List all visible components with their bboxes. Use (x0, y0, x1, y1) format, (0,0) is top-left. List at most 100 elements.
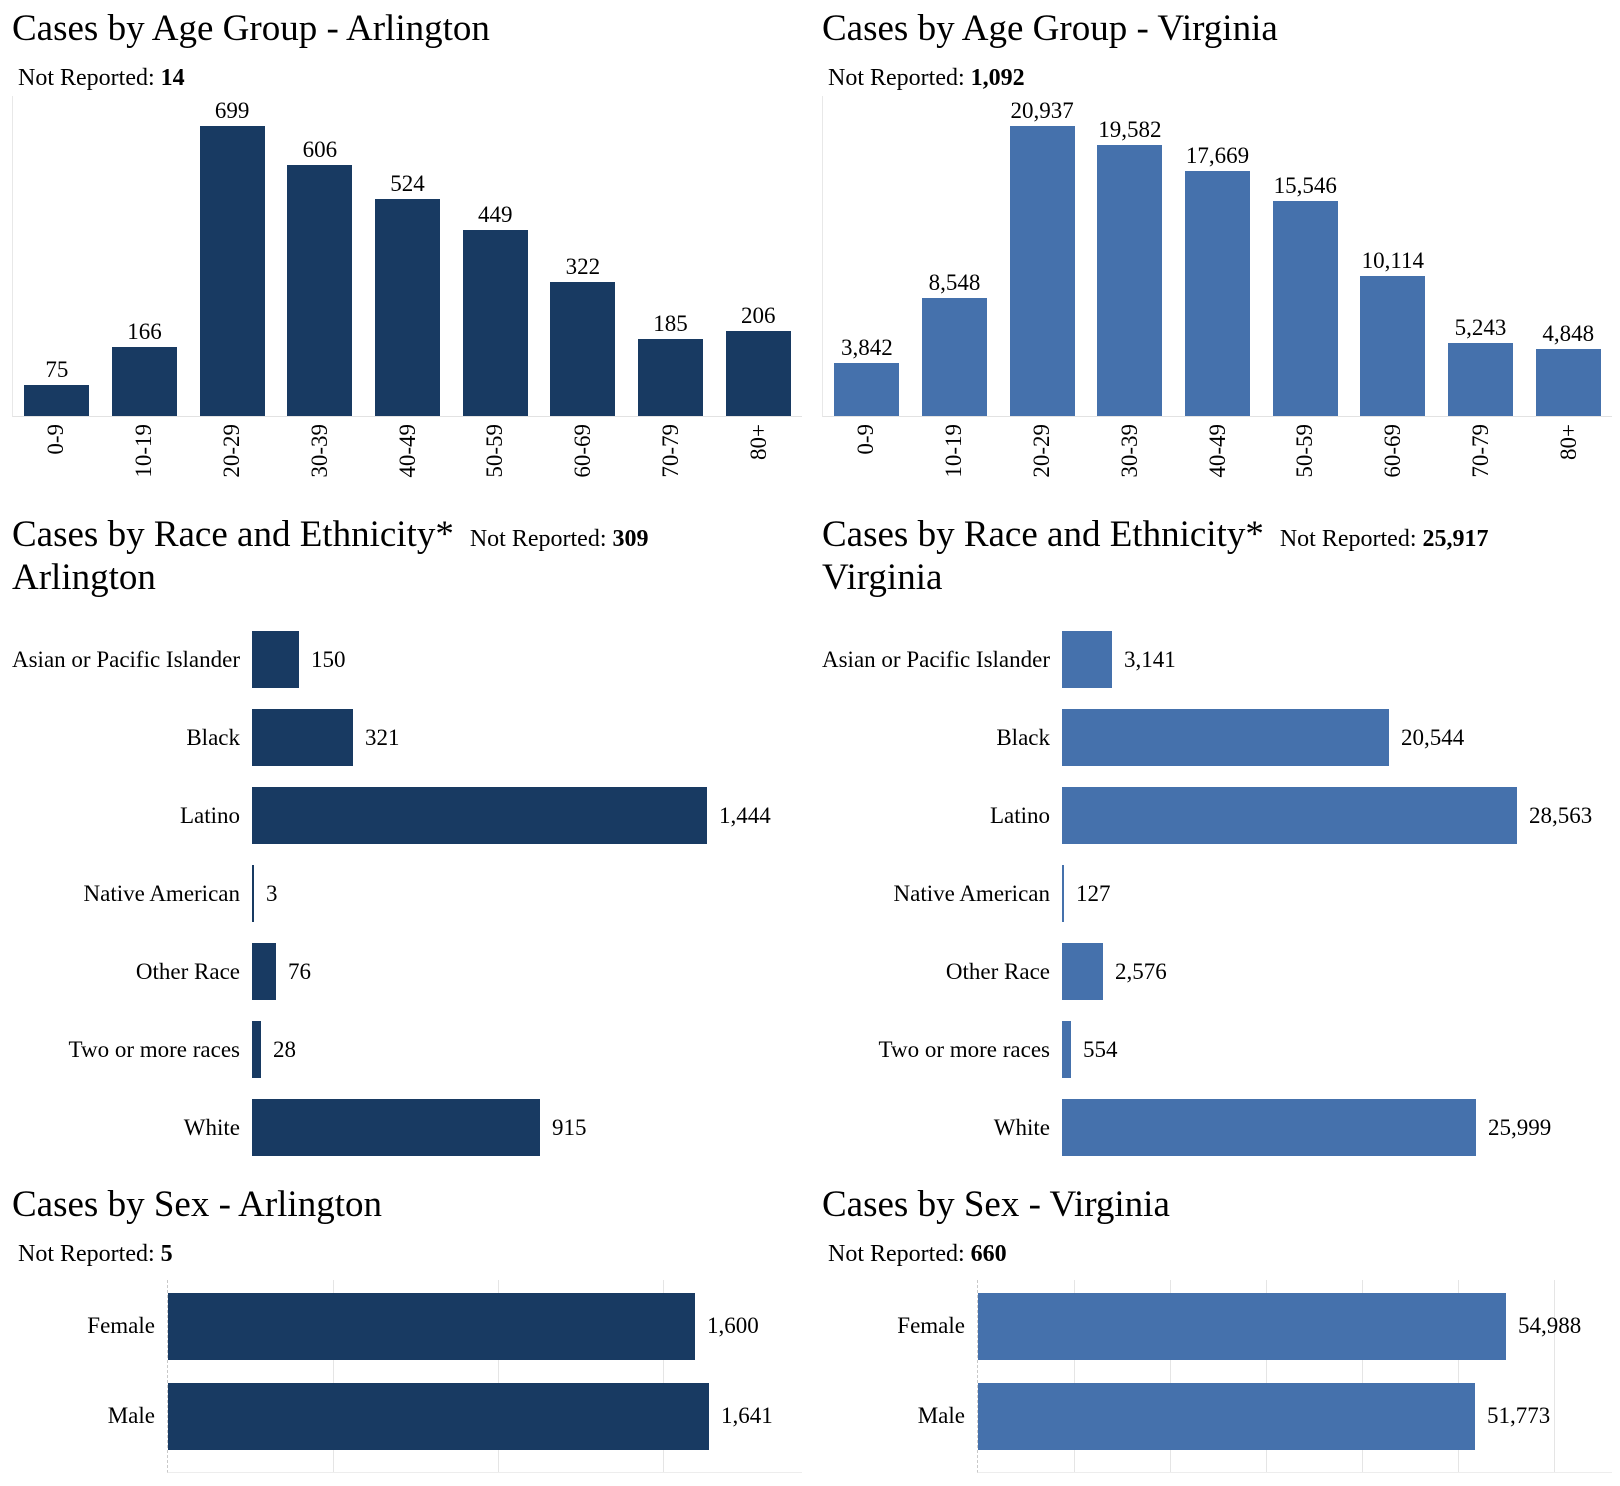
bar[interactable] (978, 1292, 1506, 1360)
bar-value-label: 3,842 (840, 334, 893, 360)
not-reported: Not Reported: 14 (18, 65, 802, 92)
bar-row: 1,641 (168, 1382, 802, 1450)
category-label: Other Race (945, 958, 1050, 984)
bar-value-label: 20,544 (1401, 724, 1465, 750)
bar[interactable] (168, 1292, 695, 1360)
not-reported-value: 25,917 (1422, 526, 1489, 552)
x-axis-label-text: 0-9 (853, 423, 879, 455)
bar[interactable] (199, 125, 265, 416)
bar-slot: 206 (714, 304, 802, 416)
bar[interactable] (1062, 631, 1112, 689)
bar-slot: 10,114 (1349, 249, 1437, 416)
bar[interactable] (550, 281, 616, 416)
not-reported-label: Not Reported: (828, 1240, 965, 1267)
bar-value-label: 28,563 (1529, 802, 1593, 828)
bar-slot: 4,848 (1524, 322, 1612, 416)
bar[interactable] (725, 330, 791, 416)
bar[interactable] (252, 787, 707, 845)
gridline (1362, 1279, 1363, 1472)
bar[interactable] (1062, 787, 1517, 845)
bar-value-label: 321 (365, 724, 400, 750)
bar-value-label: 127 (1076, 880, 1111, 906)
bar[interactable] (1360, 275, 1426, 416)
x-axis-label-text: 40-49 (1204, 423, 1230, 478)
bar[interactable] (462, 229, 528, 416)
x-axis-label: 20-29 (998, 417, 1086, 508)
bar-slot: 606 (276, 138, 364, 416)
bar[interactable] (375, 198, 441, 416)
x-axis-label-text: 20-29 (1028, 423, 1054, 478)
bar[interactable] (252, 943, 276, 1001)
bar-slot: 19,582 (1086, 118, 1174, 416)
x-axis-labels: 0-9 10-19 20-29 30-39 40-49 50-59 60-69 70-79 80… (822, 417, 1612, 508)
bar-row: Two or more races 554 (822, 1021, 1612, 1079)
category-label: Latino (989, 802, 1050, 828)
x-axis-label: 40-49 (363, 417, 451, 508)
bar[interactable] (1062, 943, 1103, 1001)
chart-age-arlington: Cases by Age Group - Arlington Not Repor… (0, 0, 810, 510)
plot: Female Male 54,988 51,773 (822, 1279, 1612, 1473)
bar[interactable] (252, 865, 254, 923)
bar-row: 1,600 (168, 1292, 802, 1360)
bar[interactable] (1535, 348, 1601, 416)
x-axis-label: 60-69 (539, 417, 627, 508)
x-axis-label-text: 80+ (1555, 423, 1581, 460)
not-reported-label: Not Reported: (1279, 526, 1417, 552)
gridline (498, 1279, 499, 1472)
bar[interactable] (1062, 865, 1064, 923)
bars: 75 166 699 606 524 449 322 185 206 (12, 95, 802, 417)
bar[interactable] (252, 1099, 540, 1157)
bar[interactable] (252, 631, 299, 689)
x-axis-label-text: 60-69 (570, 423, 596, 478)
category-label: Female (897, 1313, 965, 1339)
bar[interactable] (1097, 144, 1163, 416)
bar-row: Latino 28,563 (822, 787, 1612, 845)
bar[interactable] (1009, 125, 1075, 416)
bar-value-label: 8,548 (928, 269, 981, 295)
category-label: Black (186, 724, 240, 750)
bar[interactable] (1062, 1099, 1476, 1157)
bar-value-label: 2,576 (1115, 958, 1167, 984)
bar[interactable] (24, 384, 90, 416)
bar[interactable] (168, 1382, 709, 1450)
x-axis-label: 80+ (714, 417, 802, 508)
not-reported: Not Reported: 660 (828, 1241, 1612, 1268)
chart-sex-virginia: Cases by Sex - Virginia Not Reported: 66… (810, 1180, 1620, 1486)
gridline (333, 1279, 334, 1472)
bar-slot: 322 (539, 255, 627, 416)
x-axis-label: 30-39 (1085, 417, 1173, 508)
bar[interactable] (1062, 709, 1389, 767)
bar-value-label: 150 (311, 646, 346, 672)
bar[interactable] (252, 709, 353, 767)
bar[interactable] (252, 1021, 261, 1079)
x-axis-label-text: 0-9 (43, 423, 69, 455)
bar-value-label: 1,600 (707, 1313, 759, 1339)
x-axis-label: 70-79 (1436, 417, 1524, 508)
bar-value-label: 28 (273, 1036, 296, 1062)
gridline (1266, 1279, 1267, 1472)
chart-age-virginia: Cases by Age Group - Virginia Not Report… (810, 0, 1620, 510)
bar-slot: 524 (364, 172, 452, 416)
category-label: Asian or Pacific Islander (12, 646, 241, 672)
chart-race-arlington: Cases by Race and Ethnicity* Not Reported… (0, 510, 810, 1180)
bar[interactable] (287, 164, 353, 416)
bar[interactable] (922, 297, 987, 416)
bar[interactable] (638, 338, 704, 416)
category-label: White (183, 1114, 240, 1140)
bar[interactable] (1185, 170, 1251, 416)
bar[interactable] (834, 362, 900, 416)
bar[interactable] (1272, 200, 1338, 416)
bar-value-label: 10,114 (1361, 247, 1425, 273)
chart-title: Cases by Age Group - Arlington (12, 8, 490, 49)
bar[interactable] (978, 1382, 1475, 1450)
bar-row: Other Race 76 (12, 943, 802, 1001)
category-label: Asian or Pacific Islander (822, 646, 1051, 672)
not-reported-value: 660 (970, 1240, 1007, 1267)
bar[interactable] (112, 346, 177, 416)
bar[interactable] (1448, 342, 1514, 416)
x-axis-label: 50-59 (451, 417, 539, 508)
x-axis-labels: 0-9 10-19 20-29 30-39 40-49 50-59 60-69 70-79 80… (12, 417, 802, 508)
bar[interactable] (1062, 1021, 1071, 1079)
category-label: Native American (893, 880, 1050, 906)
category-label: Male (107, 1403, 155, 1429)
